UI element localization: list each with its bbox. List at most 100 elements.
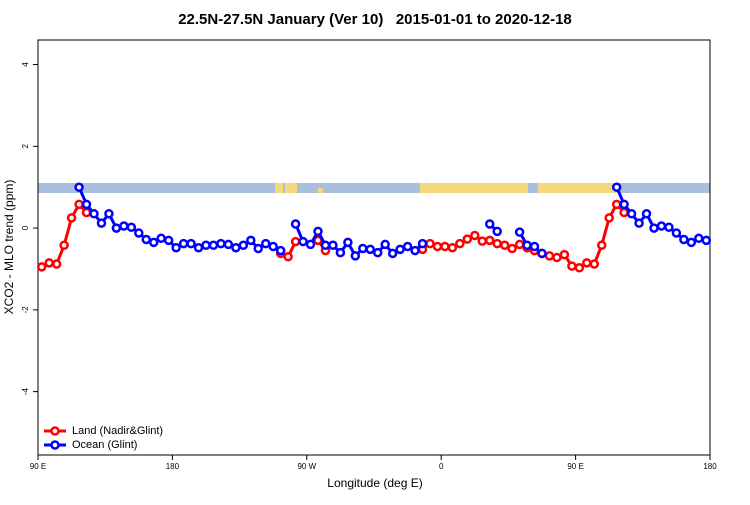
point (679, 234, 689, 245)
point (268, 241, 278, 252)
point (544, 251, 555, 261)
point (358, 243, 368, 254)
legend-label: Ocean (Glint) (72, 439, 137, 451)
point (74, 182, 84, 192)
point (447, 242, 458, 253)
point (470, 230, 480, 241)
x-axis-label: Longitude (deg E) (327, 476, 422, 490)
point (649, 223, 659, 233)
point (335, 247, 346, 258)
point (96, 218, 107, 228)
point (156, 233, 166, 244)
point (163, 235, 174, 246)
point (567, 261, 577, 271)
x-tick-label: 90 E (567, 462, 583, 471)
point (619, 199, 629, 210)
point (507, 243, 517, 254)
point (36, 262, 47, 272)
point (178, 238, 189, 249)
point (425, 238, 435, 249)
y-tick-label: -2 (21, 306, 30, 314)
point (89, 209, 99, 219)
point (694, 233, 704, 244)
x-tick-label: 90 W (297, 462, 316, 471)
point (395, 244, 405, 255)
point (686, 237, 697, 248)
plot-frame (37, 39, 711, 456)
point (201, 240, 211, 251)
point (290, 219, 301, 229)
point (238, 240, 249, 251)
point (634, 218, 644, 228)
point (141, 234, 152, 245)
y-axis-label: XCO2 - MLO trend (ppm) (2, 180, 16, 315)
point (66, 213, 77, 223)
point (51, 259, 62, 269)
y-tick-label: -4 (21, 388, 30, 396)
point (604, 213, 614, 223)
point (484, 219, 495, 229)
point (656, 221, 667, 231)
point (514, 239, 525, 250)
x-tick-label: 180 (166, 462, 180, 471)
point (372, 247, 383, 258)
point (111, 223, 122, 233)
legend: Land (Nadir&Glint) Ocean (Glint) (44, 425, 163, 451)
point (477, 236, 488, 246)
point (701, 235, 712, 246)
point (440, 241, 450, 252)
point (410, 245, 420, 256)
point (552, 252, 562, 263)
point (216, 238, 226, 249)
point (499, 240, 510, 251)
point (664, 222, 674, 233)
point (81, 207, 92, 218)
point (492, 226, 502, 237)
point (328, 240, 338, 251)
point (231, 242, 241, 253)
point (313, 226, 323, 237)
point (350, 251, 361, 261)
point (626, 209, 637, 219)
point (74, 199, 84, 210)
point (253, 243, 264, 254)
point (186, 238, 196, 249)
point (402, 241, 413, 252)
point (223, 239, 234, 250)
point (522, 240, 532, 251)
y-tick-label: 4 (21, 62, 30, 67)
point (574, 262, 585, 273)
y-tick-label: 2 (21, 144, 30, 149)
legend-marker (50, 426, 60, 436)
point (589, 259, 600, 269)
point (126, 222, 137, 233)
point (537, 248, 547, 259)
x-tick-label: 0 (439, 462, 444, 471)
point (611, 199, 622, 210)
point (559, 249, 570, 260)
point (462, 234, 473, 244)
point (119, 221, 129, 231)
point (641, 209, 652, 219)
point (320, 240, 331, 251)
point (671, 228, 682, 238)
point (59, 240, 69, 251)
point (611, 182, 622, 192)
x-tick-label: 90 E (30, 462, 46, 471)
point (208, 240, 219, 251)
point (134, 228, 144, 238)
point (514, 227, 525, 237)
legend-label: Land (Nadir&Glint) (72, 425, 163, 437)
point (529, 241, 540, 252)
chart-title: 22.5N-27.5N January (Ver 10) 2015-01-01 … (178, 11, 572, 28)
point (455, 238, 465, 249)
point (148, 237, 159, 248)
series-line (41, 201, 626, 270)
point (290, 236, 301, 247)
point (171, 242, 181, 253)
y-tick-label: 0 (21, 225, 30, 230)
point (596, 240, 607, 251)
point (582, 258, 592, 268)
point (283, 251, 293, 262)
legend-marker (50, 440, 60, 450)
